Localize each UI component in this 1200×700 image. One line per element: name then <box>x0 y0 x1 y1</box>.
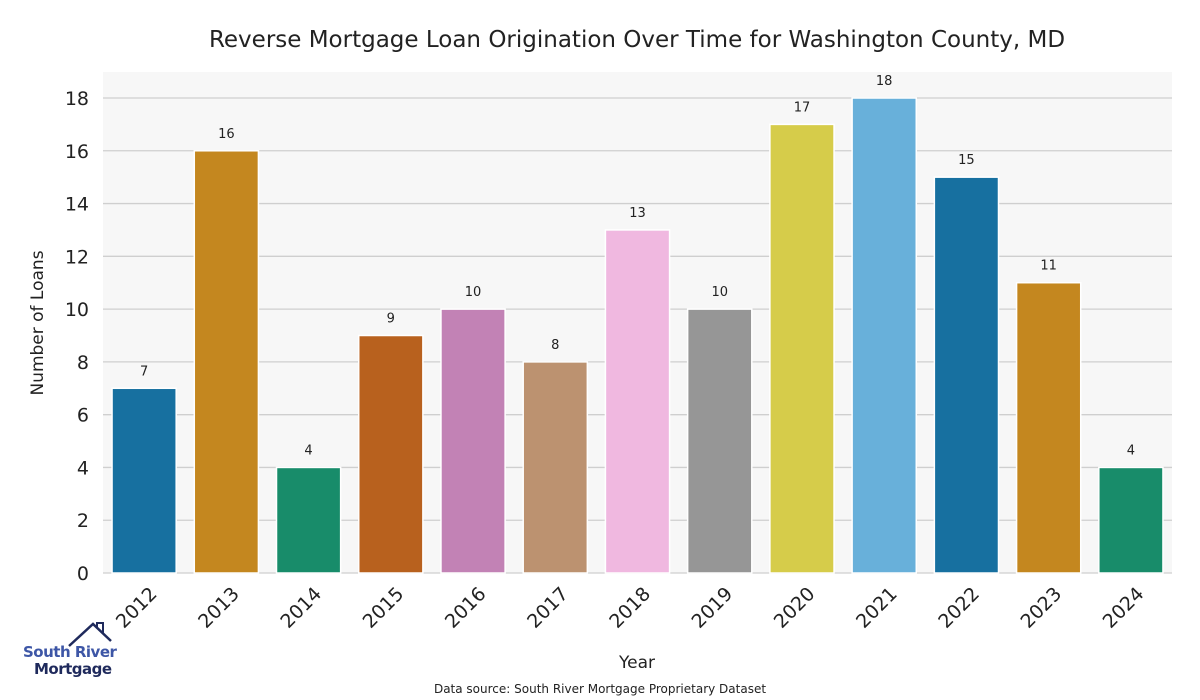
data-label: 11 <box>1040 259 1057 274</box>
x-tick-label: 2024 <box>1099 583 1149 633</box>
bar-2021 <box>851 97 918 574</box>
bar-2016 <box>440 308 506 574</box>
x-tick-label: 2016 <box>441 583 491 633</box>
data-label: 17 <box>794 100 811 115</box>
y-tick-label: 8 <box>77 352 89 374</box>
bar-2023 <box>1015 281 1082 574</box>
data-label: 4 <box>304 443 312 458</box>
data-label: 10 <box>465 285 482 300</box>
x-tick-label: 2020 <box>770 583 820 633</box>
x-tick-label: 2023 <box>1016 583 1066 633</box>
data-label: 13 <box>629 206 646 221</box>
bar-2012 <box>111 387 177 574</box>
data-label: 7 <box>140 364 148 379</box>
logo-line2: Mortgage <box>34 660 112 678</box>
bar-2022 <box>933 176 1000 574</box>
y-tick-label: 4 <box>77 457 89 479</box>
y-tick-label: 10 <box>65 299 89 321</box>
x-tick-label: 2022 <box>934 583 984 633</box>
x-tick-label: 2013 <box>194 583 244 633</box>
y-tick-label: 14 <box>65 194 89 216</box>
y-tick-label: 6 <box>77 405 89 427</box>
bar-2024 <box>1098 466 1164 574</box>
data-label: 15 <box>958 153 975 168</box>
x-tick-label: 2019 <box>688 583 738 633</box>
y-tick-label: 12 <box>65 246 89 268</box>
x-tick-label: 2017 <box>523 583 573 633</box>
y-tick-label: 18 <box>65 88 89 110</box>
x-tick-label: 2012 <box>112 583 162 633</box>
y-tick-label: 16 <box>65 141 89 163</box>
data-label: 8 <box>551 338 559 353</box>
data-label: 16 <box>218 127 235 142</box>
data-label: 4 <box>1127 443 1135 458</box>
y-tick-label: 0 <box>77 563 89 585</box>
bar-2015 <box>357 334 424 574</box>
y-axis-label: Number of Loans <box>28 250 48 395</box>
house-roof-icon <box>68 622 112 647</box>
data-label: 10 <box>711 285 728 300</box>
x-tick-label: 2021 <box>852 583 902 633</box>
bar-2014 <box>275 466 342 574</box>
bar-2017 <box>522 361 589 574</box>
bar-2020 <box>769 123 835 574</box>
x-axis-label: Year <box>618 653 655 673</box>
chart-title: Reverse Mortgage Loan Origination Over T… <box>209 27 1065 53</box>
data-label: 18 <box>876 74 893 89</box>
data-source-note: Data source: South River Mortgage Propri… <box>434 682 766 696</box>
bar-2019 <box>686 308 753 574</box>
logo-line1: South River <box>23 643 117 661</box>
x-tick-label: 2014 <box>276 583 326 633</box>
x-tick-label: 2015 <box>359 583 409 633</box>
bar-2013 <box>193 150 260 574</box>
x-tick-label: 2018 <box>605 583 655 633</box>
data-label: 9 <box>387 312 395 327</box>
bar-2018 <box>604 229 671 574</box>
y-tick-label: 2 <box>77 510 89 532</box>
south-river-mortgage-logo: South River Mortgage <box>22 622 117 682</box>
